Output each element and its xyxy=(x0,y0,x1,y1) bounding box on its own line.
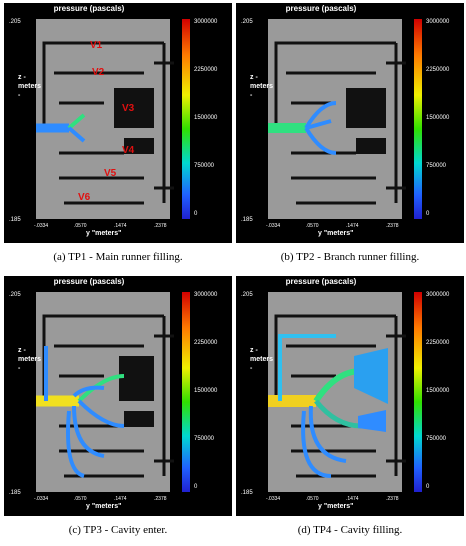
cavity-filled-small xyxy=(358,410,386,432)
colorbar-tick: 750000 xyxy=(194,163,215,169)
colorbar-tick: 0 xyxy=(426,211,430,217)
valve-label-v3: V3 xyxy=(122,103,135,114)
y-tick: .2378 xyxy=(386,496,399,502)
mold-layout xyxy=(36,314,174,478)
y-tick: .0570 xyxy=(306,496,319,502)
color-bar xyxy=(182,19,190,219)
colorbar-tick: 3000000 xyxy=(426,292,450,298)
colorbar-tick: 0 xyxy=(194,211,198,217)
z-axis-label: z - meters - xyxy=(250,347,273,372)
color-bar xyxy=(414,292,422,492)
valve-label-v2: V2 xyxy=(92,67,105,78)
y-tick: .1474 xyxy=(346,496,359,502)
plot-title: pressure (pascals) xyxy=(53,277,125,286)
cavity-small xyxy=(124,138,154,154)
z-tick: .205 xyxy=(241,19,253,25)
z-axis-label: z - meters - xyxy=(250,74,273,99)
z-tick: .185 xyxy=(9,217,21,223)
valve-label-v6: V6 xyxy=(78,192,91,203)
simulation-plot: pressure (pascals) 3000000 2250000 15000… xyxy=(236,276,464,516)
cavity xyxy=(346,88,386,128)
y-tick: .0570 xyxy=(306,223,319,229)
colorbar-tick: 0 xyxy=(194,484,198,490)
y-tick: .2378 xyxy=(386,223,399,229)
colorbar-tick: 2250000 xyxy=(426,67,450,73)
y-axis-label: y "meters" xyxy=(318,230,354,237)
runner-network xyxy=(42,41,174,205)
y-tick: -.0334 xyxy=(34,223,49,229)
y-tick: -.0334 xyxy=(34,496,49,502)
y-tick: -.0334 xyxy=(266,223,281,229)
z-tick: .185 xyxy=(241,490,253,496)
z-tick: .205 xyxy=(9,19,21,25)
simulation-plot: pressure (pascals) V1 V2 V3 V4 V5 V6 300… xyxy=(4,3,232,243)
simulation-plot: pressure (pascals) 3000000 2250000 1 xyxy=(4,276,232,516)
mold-layout: V1 V2 V3 V4 V5 V6 xyxy=(36,40,174,205)
melt-flow xyxy=(268,101,337,155)
y-axis-label: y "meters" xyxy=(86,503,122,510)
colorbar-tick: 2250000 xyxy=(194,67,218,73)
mold-layout xyxy=(268,314,406,478)
runner-network xyxy=(274,41,406,205)
colorbar-tick: 2250000 xyxy=(426,340,450,346)
y-tick: .1474 xyxy=(114,496,127,502)
color-bar xyxy=(414,19,422,219)
valve-label-v4: V4 xyxy=(122,145,135,156)
z-tick: .205 xyxy=(241,292,253,298)
z-tick: .205 xyxy=(9,292,21,298)
y-tick: .0570 xyxy=(74,223,87,229)
cavity-small xyxy=(356,138,386,154)
z-tick: .185 xyxy=(9,490,21,496)
colorbar-tick: 750000 xyxy=(426,436,447,442)
z-axis-label: z - meters - xyxy=(18,74,41,99)
panel-c: pressure (pascals) 3000000 2250000 1 xyxy=(4,276,232,536)
cavity xyxy=(119,356,154,401)
y-axis-label: y "meters" xyxy=(86,230,122,237)
y-tick: .2378 xyxy=(154,223,167,229)
caption: (b) TP2 - Branch runner filling. xyxy=(280,251,420,263)
y-tick: -.0334 xyxy=(266,496,281,502)
simulation-plot: pressure (pascals) 3000000 2250000 15000… xyxy=(236,3,464,243)
y-tick: .1474 xyxy=(346,223,359,229)
colorbar-tick: 0 xyxy=(426,484,430,490)
z-tick: .185 xyxy=(241,217,253,223)
colorbar-tick: 2250000 xyxy=(194,340,218,346)
melt-flow xyxy=(36,113,86,143)
valve-label-v5: V5 xyxy=(104,168,117,179)
caption: (a) TP1 - Main runner filling. xyxy=(53,251,183,263)
panel-a: pressure (pascals) V1 V2 V3 V4 V5 V6 300… xyxy=(4,3,232,263)
panel-b: pressure (pascals) 3000000 2250000 15000… xyxy=(236,3,464,263)
plot-title: pressure (pascals) xyxy=(285,4,357,13)
cavity xyxy=(114,88,154,128)
melt-flow xyxy=(268,334,362,478)
colorbar-tick: 1500000 xyxy=(194,115,218,121)
mold-layout xyxy=(268,41,406,205)
cavity-filled xyxy=(354,348,388,404)
colorbar-tick: 1500000 xyxy=(426,115,450,121)
colorbar-tick: 3000000 xyxy=(194,292,218,298)
colorbar-tick: 750000 xyxy=(194,436,215,442)
colorbar-tick: 3000000 xyxy=(194,19,218,25)
runner-network xyxy=(274,314,406,478)
melt-flow xyxy=(36,346,125,478)
cavity-small xyxy=(124,411,154,427)
z-axis-label: z - meters - xyxy=(18,347,41,372)
caption: (c) TP3 - Cavity enter. xyxy=(68,524,168,536)
colorbar-tick: 750000 xyxy=(426,163,447,169)
color-bar xyxy=(182,292,190,492)
colorbar-tick: 1500000 xyxy=(194,388,218,394)
y-tick: .0570 xyxy=(74,496,87,502)
y-tick: .1474 xyxy=(114,223,127,229)
plot-title: pressure (pascals) xyxy=(53,4,125,13)
panel-d: pressure (pascals) 3000000 2250000 15000… xyxy=(236,276,464,536)
plot-title: pressure (pascals) xyxy=(285,277,357,286)
colorbar-tick: 3000000 xyxy=(426,19,450,25)
y-tick: .2378 xyxy=(154,496,167,502)
caption: (d) TP4 - Cavity filling. xyxy=(297,524,403,536)
valve-label-v1: V1 xyxy=(90,40,103,51)
y-axis-label: y "meters" xyxy=(318,503,354,510)
colorbar-tick: 1500000 xyxy=(426,388,450,394)
